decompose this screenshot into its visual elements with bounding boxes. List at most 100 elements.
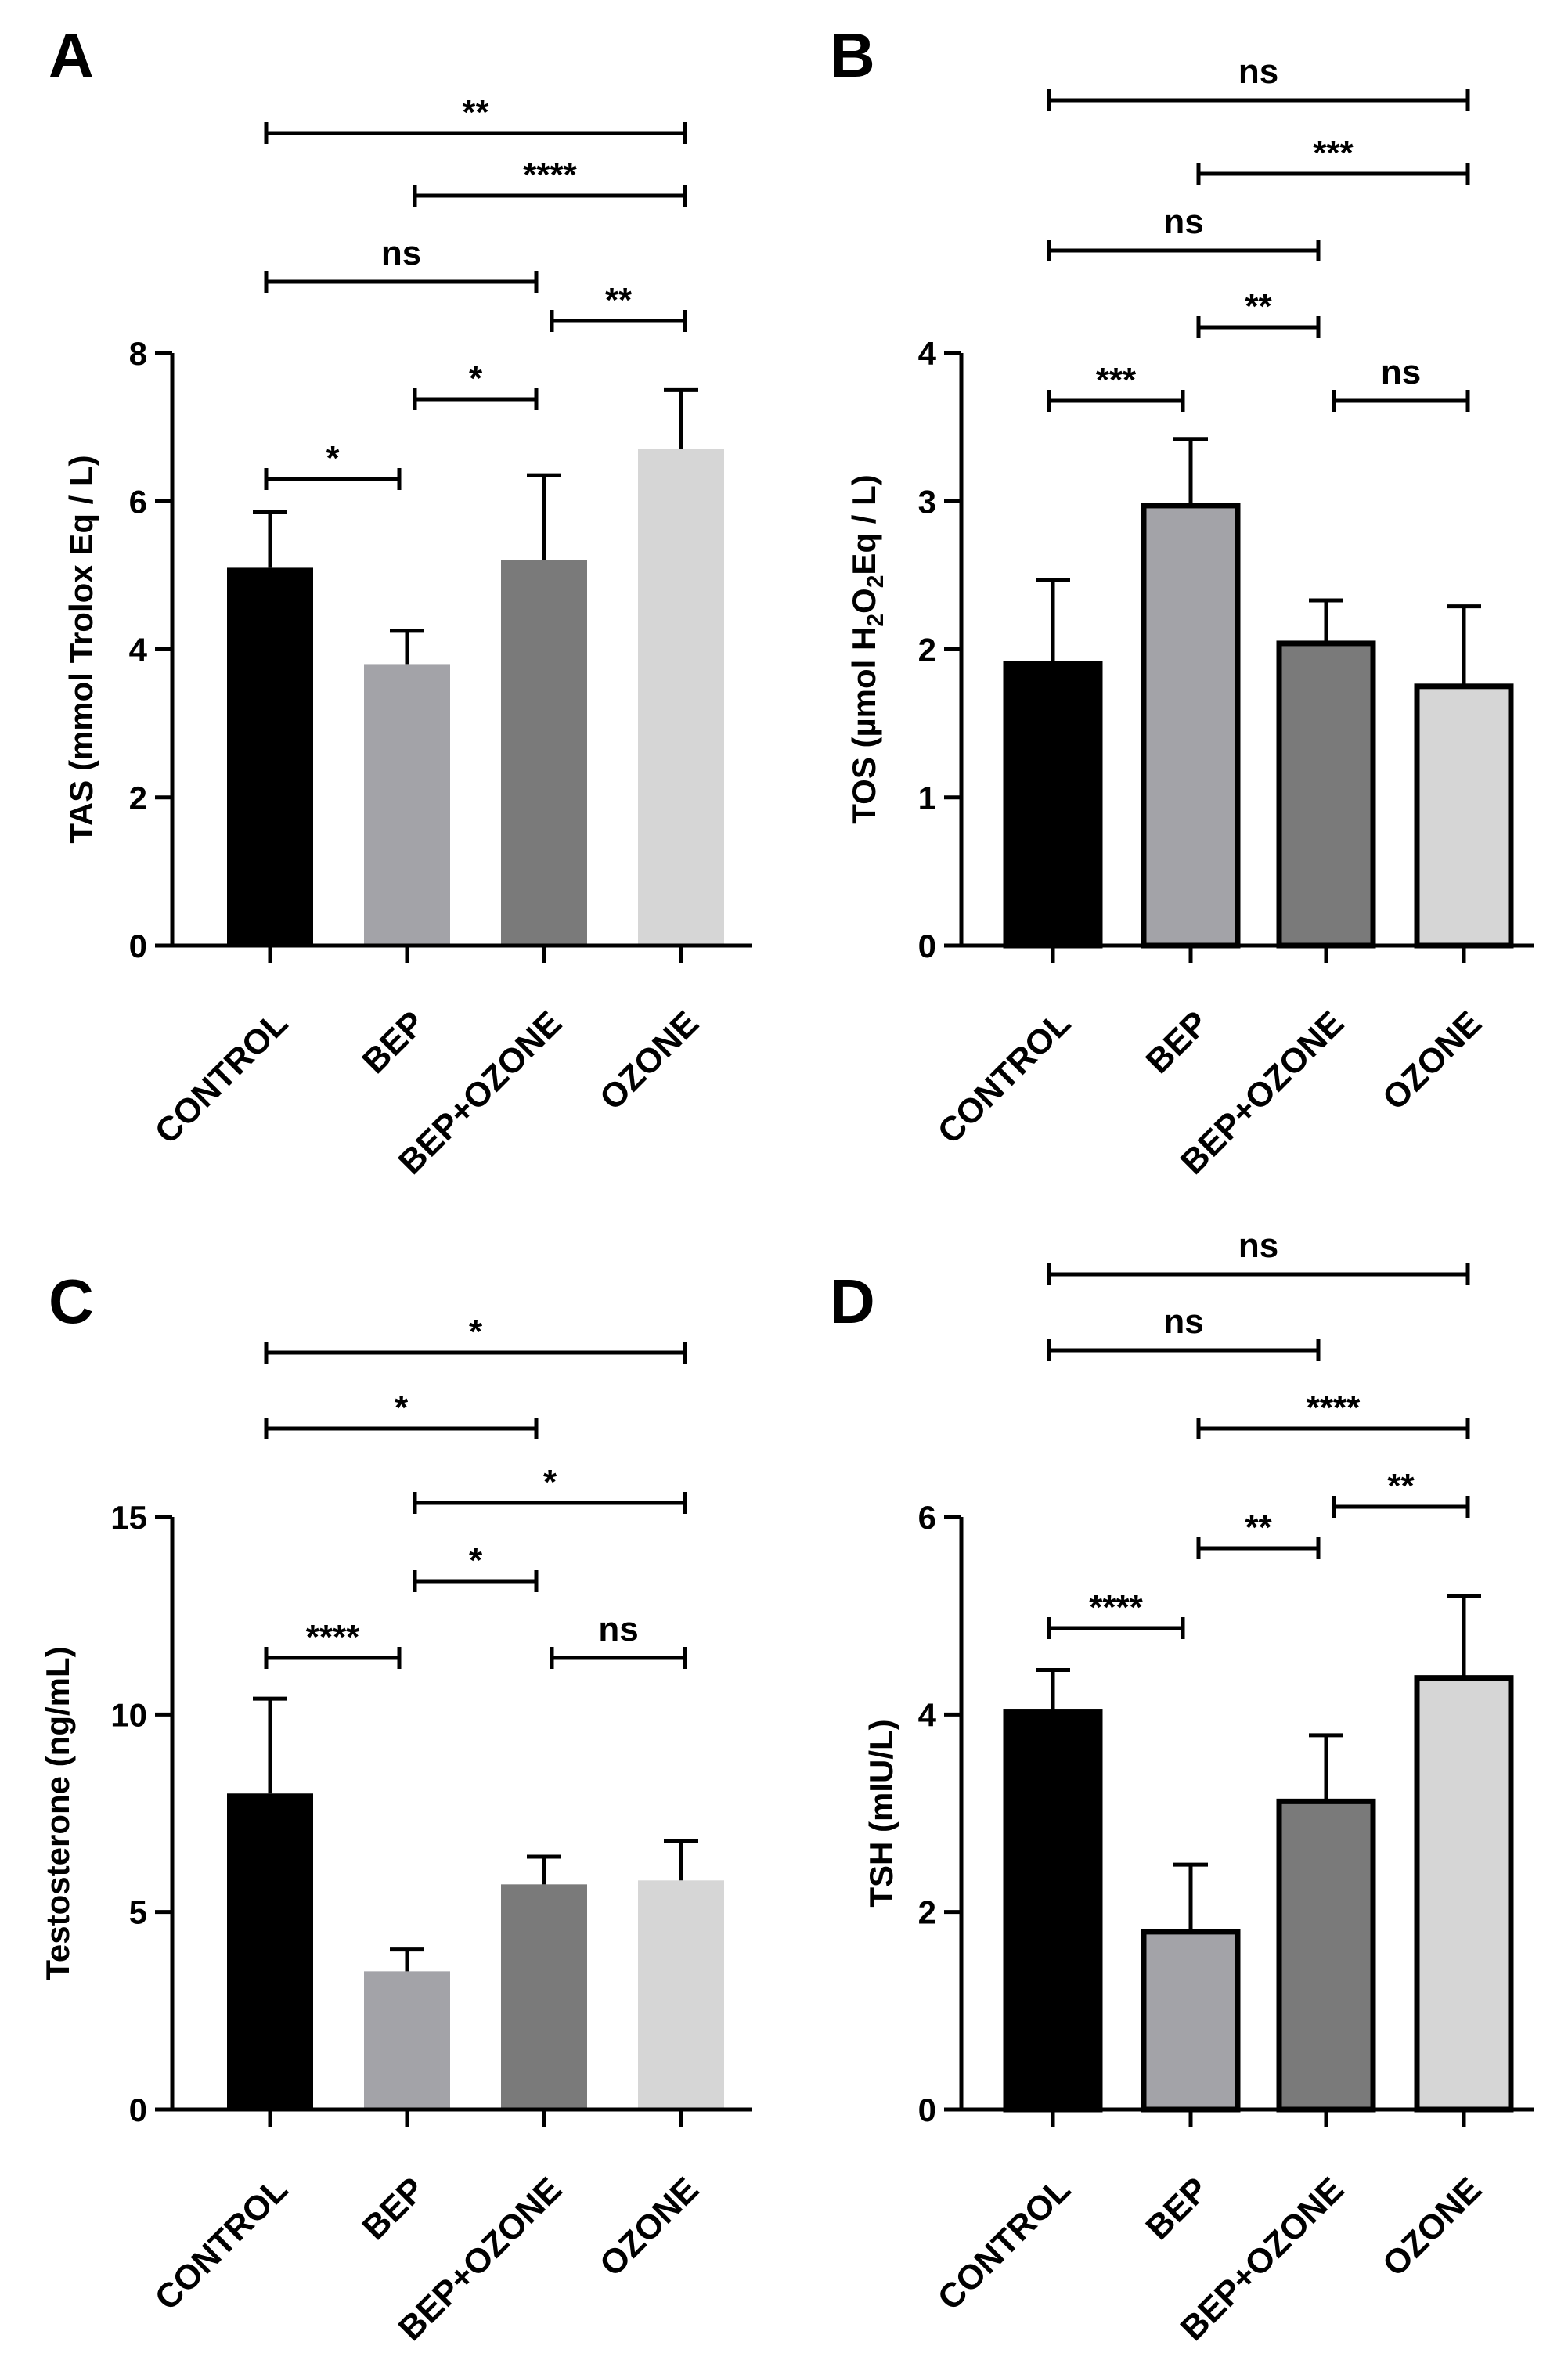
y-tick-label: 2 — [918, 632, 936, 668]
bar-bep — [364, 664, 450, 946]
significance-bracket: ** — [550, 281, 687, 332]
bar-ozone — [1414, 1675, 1514, 2113]
significance-label: ns — [1163, 1302, 1203, 1341]
significance-bracket: ns — [1047, 1227, 1470, 1285]
panel-letter: B — [830, 20, 875, 90]
panel-letter: A — [49, 20, 94, 90]
y-tick-label: 2 — [129, 780, 147, 816]
significance-label: ** — [605, 281, 633, 319]
y-tick-label: 6 — [918, 1499, 936, 1536]
y-tick-label: 6 — [129, 483, 147, 520]
significance-label: ns — [1238, 1227, 1278, 1265]
y-axis-title: TAS (mmol Trolox Eq / L) — [63, 455, 99, 843]
significance-bracket: ** — [1196, 287, 1321, 338]
y-tick-label: 0 — [918, 928, 936, 964]
significance-label: ** — [462, 93, 489, 132]
significance-label: ns — [598, 1610, 638, 1648]
significance-label: **** — [1089, 1588, 1143, 1627]
significance-bracket: **** — [413, 156, 687, 207]
significance-bracket: * — [264, 439, 402, 490]
bar-bep-plus-ozone — [1276, 1798, 1376, 2113]
y-tick-label: 2 — [918, 1894, 936, 1931]
significance-bracket: *** — [1047, 361, 1185, 412]
significance-bracket: ns — [1047, 1302, 1321, 1361]
significance-label: ns — [381, 234, 421, 272]
y-tick-label: 10 — [110, 1696, 147, 1733]
panel-letter: D — [830, 1266, 875, 1336]
significance-label: * — [326, 439, 340, 477]
significance-label: *** — [1096, 361, 1137, 399]
significance-label: ** — [1387, 1467, 1415, 1505]
significance-bracket: * — [264, 1313, 687, 1364]
bar-control — [1003, 1709, 1103, 2113]
significance-bracket: *** — [1196, 134, 1470, 185]
x-tick-label: CONTROL — [148, 1003, 295, 1151]
significance-label: ** — [1245, 287, 1272, 326]
x-tick-label: CONTROL — [931, 2170, 1078, 2317]
bar-bep — [1141, 1929, 1241, 2113]
y-axis-title: TSH (mIU/L) — [863, 1719, 899, 1907]
significance-bracket: ns — [264, 234, 539, 293]
y-axis-title: Testosterone (ng/mL) — [39, 1646, 76, 1980]
x-tick-label: BEP — [1138, 1003, 1216, 1081]
significance-label: * — [469, 359, 483, 398]
significance-label: * — [543, 1463, 557, 1501]
y-tick-label: 4 — [918, 335, 937, 372]
y-tick-label: 5 — [129, 1894, 147, 1931]
significance-bracket: ns — [1332, 353, 1470, 412]
significance-bracket: ns — [550, 1610, 687, 1669]
significance-label: * — [395, 1389, 409, 1427]
significance-bracket: * — [413, 1541, 539, 1592]
y-axis-title: TOS (µmol H2O2Eq / L) — [845, 474, 889, 823]
bar-control — [1003, 661, 1103, 949]
bar-bep-plus-ozone — [501, 560, 587, 946]
significance-bracket: * — [413, 359, 539, 410]
x-tick-label: OZONE — [1375, 2170, 1489, 2283]
x-tick-label: BEP — [355, 1003, 432, 1081]
significance-label: * — [469, 1541, 483, 1580]
significance-label: *** — [1313, 134, 1354, 172]
bar-control — [227, 1793, 313, 2110]
panel-letter: C — [49, 1266, 94, 1336]
bar-ozone — [638, 1880, 724, 2110]
significance-label: **** — [1307, 1389, 1361, 1427]
significance-bracket: ** — [1196, 1508, 1321, 1559]
significance-bracket: **** — [1196, 1389, 1470, 1439]
significance-bracket: ** — [264, 93, 687, 144]
y-tick-label: 0 — [918, 2092, 936, 2128]
significance-bracket: ns — [1047, 52, 1470, 111]
significance-label: * — [469, 1313, 483, 1351]
x-tick-label: CONTROL — [148, 2170, 295, 2317]
bar-ozone — [638, 449, 724, 946]
bar-bep-plus-ozone — [501, 1884, 587, 2110]
y-tick-label: 8 — [129, 335, 147, 372]
bar-bep — [1141, 503, 1241, 949]
y-tick-label: 15 — [110, 1499, 147, 1536]
bar-ozone — [1414, 683, 1514, 949]
significance-bracket: **** — [264, 1618, 402, 1669]
x-tick-label: OZONE — [593, 1003, 706, 1117]
y-tick-label: 0 — [129, 2092, 147, 2128]
bar-control — [227, 567, 313, 946]
significance-label: **** — [523, 156, 577, 194]
x-tick-label: CONTROL — [931, 1003, 1078, 1151]
significance-bracket: * — [264, 1389, 539, 1439]
significance-bracket: ns — [1047, 203, 1321, 261]
significance-label: **** — [306, 1618, 360, 1656]
significance-label: ** — [1245, 1508, 1272, 1547]
y-tick-label: 0 — [129, 928, 147, 964]
y-tick-label: 1 — [918, 780, 936, 816]
significance-bracket: * — [413, 1463, 687, 1514]
bar-bep-plus-ozone — [1276, 640, 1376, 949]
significance-label: ns — [1163, 203, 1203, 241]
x-tick-label: OZONE — [1375, 1003, 1489, 1117]
y-tick-label: 4 — [918, 1696, 937, 1733]
bar-bep — [364, 1971, 450, 2110]
y-tick-label: 3 — [918, 483, 936, 520]
significance-label: ns — [1381, 353, 1421, 391]
